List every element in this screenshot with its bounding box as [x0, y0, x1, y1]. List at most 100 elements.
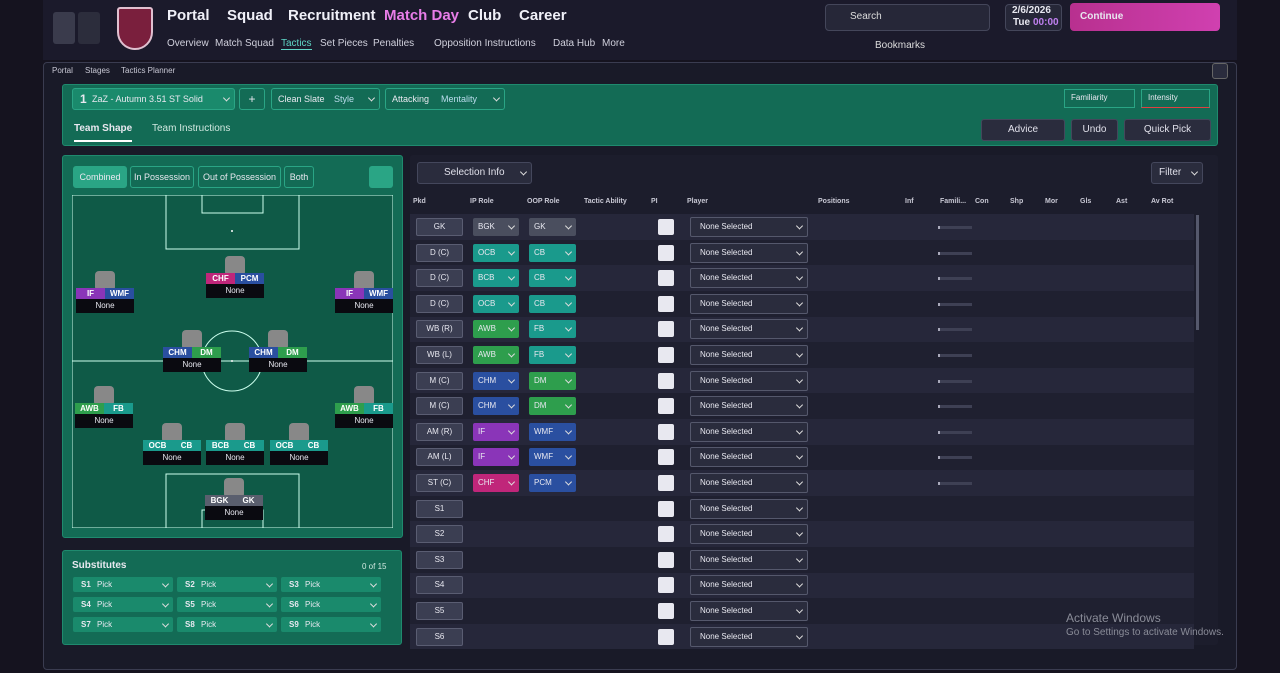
- ip-role[interactable]: AWB: [335, 403, 364, 414]
- player-slot[interactable]: None: [143, 451, 201, 465]
- player-instructions[interactable]: [658, 628, 674, 645]
- ip-role[interactable]: CHM: [163, 347, 192, 358]
- ip-role[interactable]: BCB: [206, 440, 235, 451]
- column-header[interactable]: Gls: [1080, 198, 1092, 205]
- sub-slot[interactable]: [281, 617, 381, 632]
- oop-role[interactable]: PCM: [235, 273, 264, 284]
- ip-role-select[interactable]: CHM: [473, 397, 519, 416]
- player-select[interactable]: None Selected: [690, 396, 808, 417]
- player-slot[interactable]: None: [270, 451, 328, 465]
- view-mode[interactable]: In Possession: [130, 166, 194, 188]
- oop-role[interactable]: GK: [234, 495, 263, 506]
- close-button[interactable]: [1212, 63, 1228, 79]
- selection-info[interactable]: Selection Info: [417, 162, 532, 184]
- sub-nav-item[interactable]: Opposition Instructions: [434, 38, 536, 49]
- ip-role-select[interactable]: CHM: [473, 371, 519, 390]
- position-button[interactable]: S6: [416, 627, 463, 646]
- player-select[interactable]: None Selected: [690, 268, 808, 289]
- player-instructions[interactable]: [658, 500, 674, 517]
- sub-nav-item[interactable]: More: [602, 38, 625, 49]
- sub-nav-item[interactable]: Match Squad: [215, 38, 274, 49]
- column-header[interactable]: Positions: [818, 198, 850, 205]
- ip-role-select[interactable]: OCB: [473, 243, 519, 262]
- oop-role-select[interactable]: CB: [529, 269, 576, 288]
- sub-slot[interactable]: [177, 597, 277, 612]
- oop-role-select[interactable]: DM: [529, 371, 576, 390]
- player-select[interactable]: None Selected: [690, 319, 808, 340]
- position-button[interactable]: S3: [416, 550, 463, 569]
- player-slot[interactable]: None: [76, 299, 134, 313]
- forward-button[interactable]: [78, 12, 100, 44]
- sub-nav-item[interactable]: Set Pieces: [320, 38, 368, 49]
- breadcrumb-item[interactable]: Stages: [85, 66, 110, 75]
- player-instructions[interactable]: [658, 603, 674, 619]
- player-select[interactable]: None Selected: [690, 524, 808, 545]
- player-instructions[interactable]: [658, 577, 674, 594]
- oop-role[interactable]: FB: [104, 403, 133, 414]
- sub-slot[interactable]: [281, 577, 381, 592]
- sub-slot[interactable]: [281, 597, 381, 612]
- oop-role[interactable]: CB: [299, 440, 328, 451]
- player-slot[interactable]: None: [249, 358, 307, 372]
- player-instructions[interactable]: [658, 423, 674, 440]
- style-select[interactable]: [271, 88, 380, 110]
- club-crest[interactable]: [117, 7, 153, 50]
- position-button[interactable]: S2: [416, 525, 463, 544]
- column-header[interactable]: Con: [975, 198, 989, 205]
- view-mode[interactable]: Both: [284, 166, 314, 188]
- oop-role[interactable]: FB: [364, 403, 393, 414]
- player-instructions[interactable]: [658, 372, 674, 389]
- position-button[interactable]: D (C): [416, 269, 463, 288]
- position-button[interactable]: AM (R): [416, 422, 463, 441]
- ip-role-select[interactable]: OCB: [473, 294, 519, 313]
- player-slot[interactable]: None: [206, 284, 264, 298]
- oop-role-select[interactable]: CB: [529, 294, 576, 313]
- sub-slot[interactable]: [73, 577, 173, 592]
- player-select[interactable]: None Selected: [690, 293, 808, 314]
- position-button[interactable]: GK: [416, 218, 463, 236]
- position-button[interactable]: S5: [416, 602, 463, 620]
- player-instructions[interactable]: [658, 270, 674, 287]
- player-select[interactable]: None Selected: [690, 626, 808, 647]
- oop-role-select[interactable]: WMF: [529, 422, 576, 441]
- add-tactic[interactable]: +: [239, 88, 265, 110]
- view-mode[interactable]: Combined: [73, 166, 127, 188]
- player-instructions[interactable]: [658, 398, 674, 415]
- sub-slot[interactable]: [177, 617, 277, 632]
- main-nav-item[interactable]: Squad: [227, 7, 273, 24]
- collapse-button[interactable]: [369, 166, 393, 188]
- player-select[interactable]: None Selected: [690, 575, 808, 596]
- player-instructions[interactable]: [658, 347, 674, 363]
- ip-role[interactable]: IF: [335, 288, 364, 299]
- player-select[interactable]: None Selected: [690, 498, 808, 519]
- player-slot[interactable]: None: [335, 414, 393, 428]
- position-button[interactable]: M (C): [416, 397, 463, 416]
- tab[interactable]: Team Shape: [74, 123, 133, 142]
- ip-role-select[interactable]: AWB: [473, 346, 519, 364]
- player-instructions[interactable]: [658, 526, 674, 543]
- position-button[interactable]: D (C): [416, 243, 463, 262]
- ip-role-select[interactable]: BCB: [473, 269, 519, 288]
- sub-nav-item[interactable]: Overview: [167, 38, 209, 49]
- player-select[interactable]: None Selected: [690, 421, 808, 442]
- main-nav-item[interactable]: Career: [519, 7, 567, 24]
- oop-role[interactable]: CB: [172, 440, 201, 451]
- column-header[interactable]: Player: [687, 198, 709, 205]
- oop-role[interactable]: DM: [192, 347, 221, 358]
- player-slot[interactable]: None: [205, 506, 263, 520]
- player-select[interactable]: None Selected: [690, 242, 808, 263]
- breadcrumb-item[interactable]: Portal: [52, 66, 73, 75]
- sub-nav-item[interactable]: Penalties: [373, 38, 415, 49]
- ip-role-select[interactable]: BGK: [473, 218, 519, 236]
- player-select[interactable]: None Selected: [690, 370, 808, 391]
- oop-role-select[interactable]: DM: [529, 397, 576, 416]
- bookmarks[interactable]: Bookmarks: [875, 40, 926, 51]
- main-nav-item[interactable]: Recruitment: [288, 7, 376, 24]
- ip-role[interactable]: IF: [76, 288, 105, 299]
- ip-role[interactable]: BGK: [205, 495, 234, 506]
- position-button[interactable]: WB (L): [416, 346, 463, 364]
- column-header[interactable]: Ast: [1116, 198, 1128, 205]
- filter-button[interactable]: Filter: [1151, 162, 1203, 184]
- player-slot[interactable]: None: [335, 299, 393, 313]
- player-slot[interactable]: None: [75, 414, 133, 428]
